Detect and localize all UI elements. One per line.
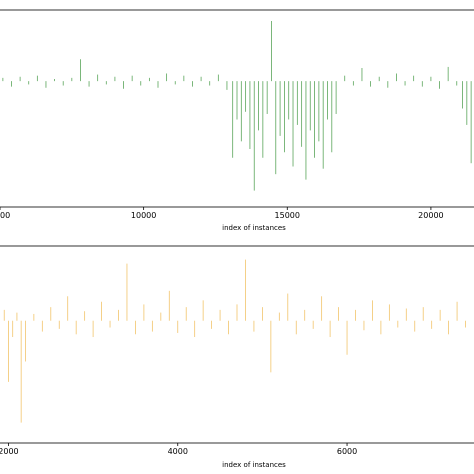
bottom-panel-bars — [3, 259, 466, 423]
bottom-panel-frame — [0, 245, 474, 444]
top-x-tick-label: 20000 — [418, 211, 443, 220]
top-panel: 5000 10000 15000 20000 index of instances — [0, 9, 474, 232]
bottom-x-tick-label: 4000 — [168, 447, 188, 456]
top-panel-xlabel: index of instances — [222, 224, 286, 232]
top-panel-bars — [2, 20, 472, 191]
top-x-tick-label: 15000 — [275, 211, 300, 220]
bottom-panel-ticks: 2000 4000 6000 — [0, 443, 357, 456]
bottom-panel: 2000 4000 6000 index of instances — [0, 245, 474, 469]
top-x-tick-label: 10000 — [131, 211, 156, 220]
top-panel-frame — [0, 9, 474, 208]
bottom-x-tick-label: 6000 — [337, 447, 357, 456]
top-panel-ticks: 5000 10000 15000 20000 — [0, 207, 444, 220]
top-x-tick-label: 5000 — [0, 211, 10, 220]
bottom-x-tick-label: 2000 — [0, 447, 19, 456]
bottom-panel-xlabel: index of instances — [222, 461, 286, 469]
